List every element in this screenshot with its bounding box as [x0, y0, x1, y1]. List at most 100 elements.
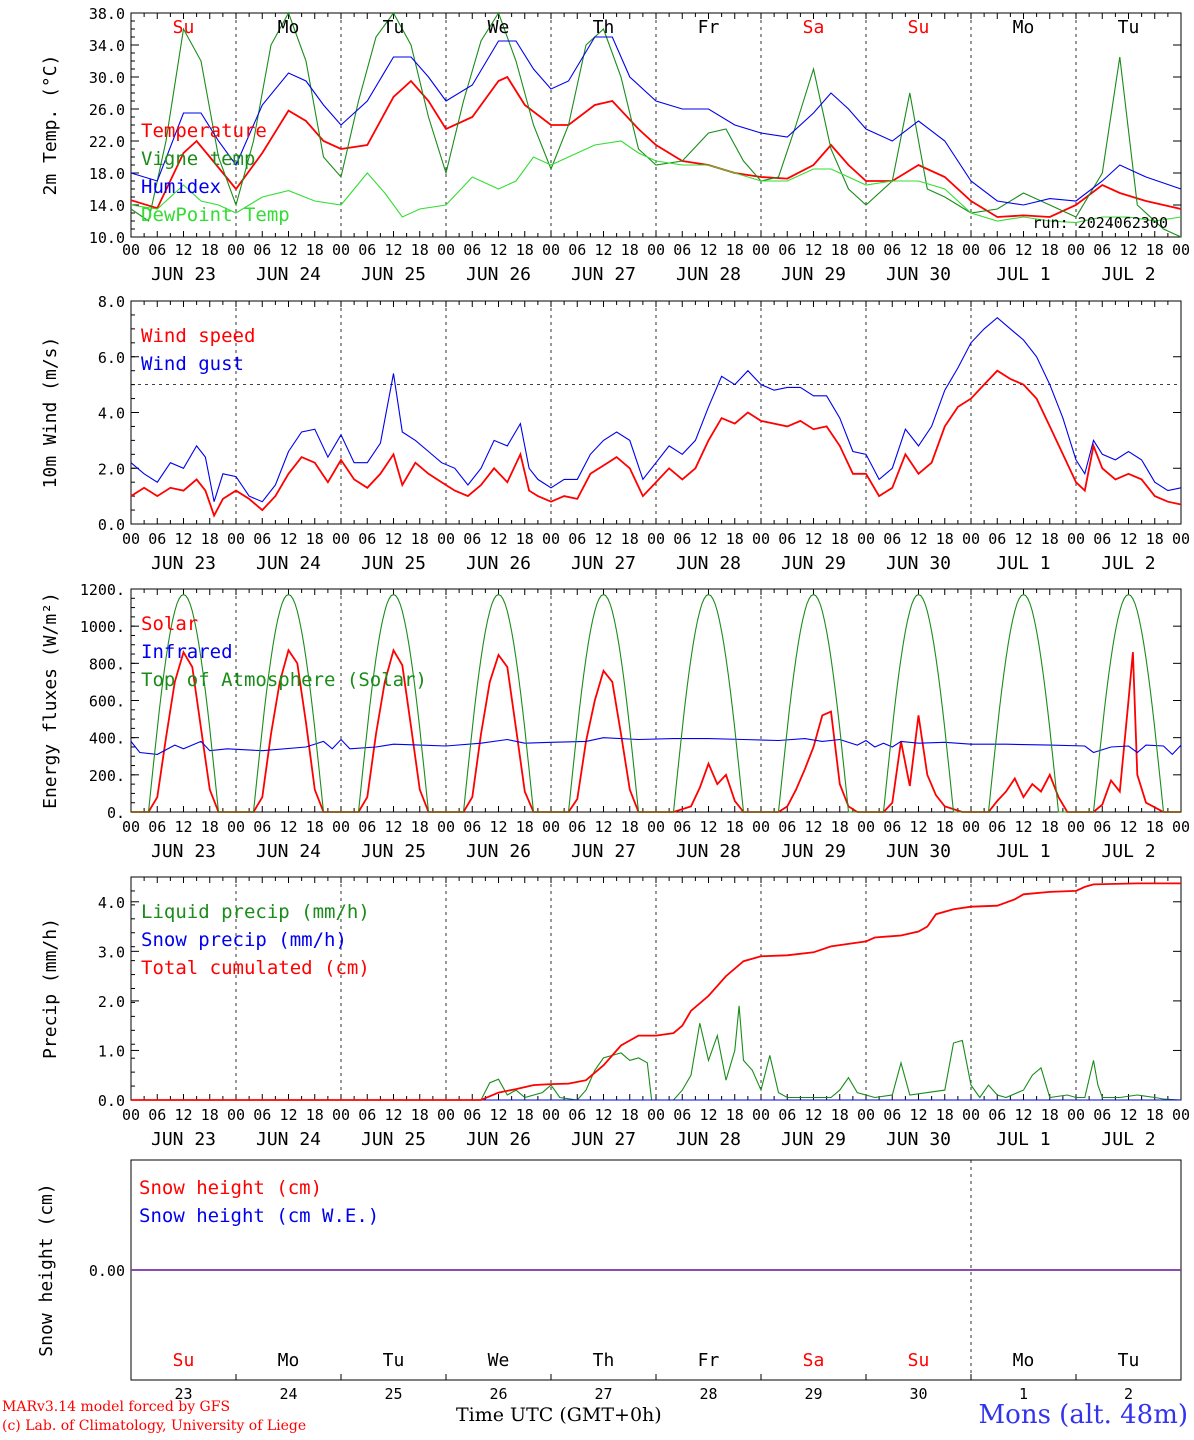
hour-tick-label: 06 [883, 241, 901, 259]
hour-tick-label: 00 [332, 241, 350, 259]
y-tick-label: 3.0 [98, 943, 125, 961]
y-tick-label: 0. [107, 804, 125, 822]
hour-tick-label: 06 [568, 530, 586, 548]
date-label: JUN 25 [361, 1129, 426, 1150]
legend-entry: DewPoint Temp [141, 204, 290, 226]
hour-tick-label: 00 [122, 241, 140, 259]
hour-tick-label: 00 [122, 1106, 140, 1124]
hour-tick-label: 06 [568, 241, 586, 259]
hour-tick-label: 12 [804, 818, 822, 836]
hour-tick-label: 06 [463, 241, 481, 259]
date-label: JUN 26 [466, 1129, 531, 1150]
legend-entry: Wind gust [141, 353, 244, 375]
hour-tick-label: 18 [1041, 530, 1059, 548]
date-label: JUN 27 [571, 553, 636, 574]
hour-tick-label: 06 [253, 241, 271, 259]
hour-tick-label: 18 [621, 530, 639, 548]
series-line-3 [131, 882, 1181, 1101]
weekday-label: Su [173, 1350, 195, 1371]
y-axis-label: 10m Wind (m/s) [40, 337, 61, 489]
date-label: JUL 1 [996, 264, 1050, 285]
hour-tick-label: 00 [752, 241, 770, 259]
date-label: JUN 24 [256, 264, 321, 285]
hour-tick-label: 12 [174, 530, 192, 548]
model-credit: MARv3.14 model forced by GFS (c) Lab. of… [2, 1398, 306, 1436]
hour-tick-label: 00 [542, 530, 560, 548]
panel-2: 0.0 2.0 4.0 6.0 8.0 10m Wind (m/s) Wind speed W… [40, 293, 1190, 574]
hour-tick-label: 06 [1093, 241, 1111, 259]
weekday-label: Mo [278, 1350, 300, 1371]
y-tick-label: 1.0 [98, 1042, 125, 1060]
hour-tick-label: 06 [358, 530, 376, 548]
series-line-3 [130, 36, 1182, 206]
hour-tick-label: 18 [306, 530, 324, 548]
hour-tick-label: 06 [778, 818, 796, 836]
y-tick-label: 800. [89, 655, 125, 673]
hour-tick-label: 12 [1014, 241, 1032, 259]
weekday-label: Th [593, 17, 615, 38]
date-label: JUL 2 [1101, 1129, 1155, 1150]
date-label: JUL 2 [1101, 264, 1155, 285]
hour-tick-label: 06 [883, 818, 901, 836]
hour-tick-label: 06 [883, 1106, 901, 1124]
date-label: JUN 23 [151, 553, 216, 574]
hour-tick-label: 18 [516, 241, 534, 259]
weekday-label: Mo [1013, 1350, 1035, 1371]
hour-tick-label: 06 [358, 241, 376, 259]
day-number-label: 29 [804, 1385, 822, 1403]
date-label: JUN 28 [676, 264, 741, 285]
series-line-1 [131, 1005, 1182, 1101]
hour-tick-label: 00 [962, 1106, 980, 1124]
panel-4: 0.0 1.0 2.0 3.0 4.0 Precip (mm/h) Liquid preci… [40, 876, 1190, 1150]
date-label: JUN 24 [256, 1129, 321, 1150]
hour-tick-label: 00 [227, 530, 245, 548]
day-number-label: 26 [489, 1385, 507, 1403]
hour-tick-label: 12 [489, 1106, 507, 1124]
time-axis-label: Time UTC (GMT+0h) [456, 1404, 662, 1426]
hour-tick-label: 00 [1067, 818, 1085, 836]
hour-tick-label: 18 [621, 1106, 639, 1124]
hour-tick-label: 06 [673, 241, 691, 259]
hour-tick-label: 12 [909, 530, 927, 548]
date-label: JUN 30 [886, 264, 951, 285]
hour-tick-label: 12 [384, 530, 402, 548]
hour-tick-label: 06 [778, 1106, 796, 1124]
hour-tick-label: 06 [253, 1106, 271, 1124]
date-label: JUN 28 [676, 553, 741, 574]
hour-tick-label: 12 [1119, 818, 1137, 836]
weekday-label: We [488, 17, 510, 38]
y-tick-label: 400. [89, 730, 125, 748]
hour-tick-label: 12 [1119, 530, 1137, 548]
hour-tick-label: 18 [1146, 818, 1164, 836]
hour-tick-label: 12 [489, 818, 507, 836]
hour-tick-label: 06 [673, 818, 691, 836]
legend-entry: Snow precip (mm/h) [141, 929, 347, 951]
hour-tick-label: 00 [1172, 818, 1190, 836]
hour-tick-label: 06 [568, 818, 586, 836]
y-tick-label: 18.0 [89, 165, 125, 183]
date-label: JUN 29 [781, 264, 846, 285]
date-label: JUN 28 [676, 841, 741, 862]
hour-tick-label: 18 [1041, 1106, 1059, 1124]
weekday-label: Su [908, 17, 930, 38]
hour-tick-label: 18 [201, 818, 219, 836]
hour-tick-label: 00 [1067, 1106, 1085, 1124]
weekday-label: Fr [698, 17, 720, 38]
y-axis-label: Snow height (cm) [36, 1183, 57, 1356]
hour-tick-label: 06 [1093, 530, 1111, 548]
hour-tick-label: 18 [621, 241, 639, 259]
date-label: JUN 27 [571, 264, 636, 285]
hour-tick-label: 00 [962, 818, 980, 836]
hour-tick-label: 00 [437, 818, 455, 836]
hour-tick-label: 00 [542, 1106, 560, 1124]
hour-tick-label: 12 [594, 818, 612, 836]
date-label: JUN 23 [151, 264, 216, 285]
hour-tick-label: 00 [122, 530, 140, 548]
weekday-label: Th [593, 1350, 615, 1371]
hour-tick-label: 18 [411, 1106, 429, 1124]
hour-tick-label: 06 [988, 530, 1006, 548]
hour-tick-label: 06 [148, 1106, 166, 1124]
date-label: JUN 27 [571, 1129, 636, 1150]
day-number-label: 24 [279, 1385, 297, 1403]
hour-tick-label: 06 [988, 241, 1006, 259]
